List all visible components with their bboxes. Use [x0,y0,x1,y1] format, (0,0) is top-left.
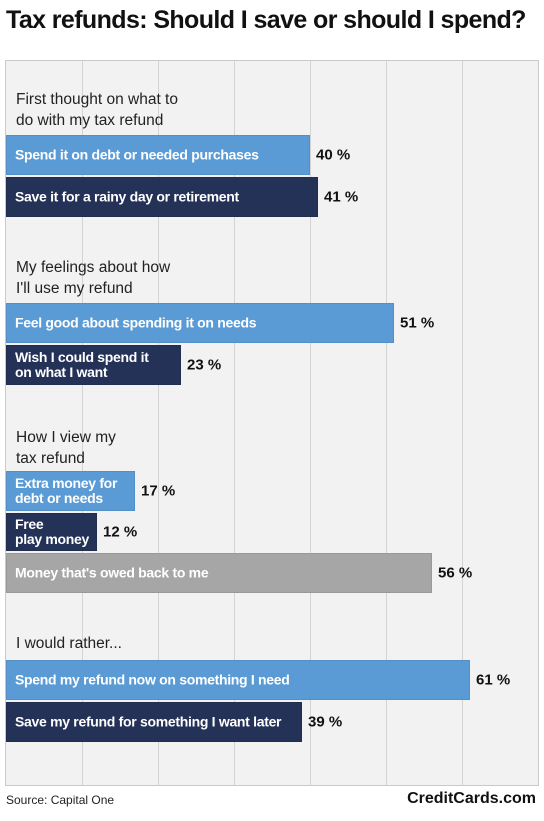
bar-label: Spend my refund now on something I need [15,671,290,688]
bar: Spend it on debt or needed purchases [6,135,310,175]
bar-value-label: 39 % [308,713,343,731]
bar-label: Feel good about spending it on needs [15,314,257,331]
bar: Wish I could spend it on what I want [6,345,181,385]
bar-value-label: 61 % [476,671,511,689]
bar-label: Free play money [15,516,90,547]
gridline [234,61,235,785]
bar: Free play money [6,513,97,551]
bar-value-label: 56 % [438,564,473,582]
bar-label: Save my refund for something I want late… [15,713,282,730]
bar-value-label: 17 % [141,482,176,500]
brand-logo-text: CreditCards.com [407,790,536,807]
bar: Save it for a rainy day or retirement [6,177,318,217]
bar-value-label: 40 % [316,146,351,164]
group-label: I would rather... [16,635,122,652]
gridline [462,61,463,785]
bar: Save my refund for something I want late… [6,702,302,742]
gridline [310,61,311,785]
gridline [538,61,539,785]
gridline [82,61,83,785]
chart-title: Tax refunds: Should I save or should I s… [6,6,526,34]
bar-value-label: 12 % [103,523,138,541]
group-label: First thought on what to do with my tax … [16,91,178,129]
bar-value-label: 51 % [400,314,435,332]
gridline [158,61,159,785]
group-label: How I view my tax refund [16,429,116,467]
bar: Extra money for debt or needs [6,471,135,511]
bar: Feel good about spending it on needs [6,303,394,343]
bar-label: Extra money for debt or needs [15,475,118,506]
group-label: My feelings about how I'll use my refund [16,259,171,297]
gridline [386,61,387,785]
bar-label: Wish I could spend it on what I want [15,349,149,380]
plot-area: First thought on what to do with my tax … [5,60,539,786]
bar: Spend my refund now on something I need [6,660,470,700]
bar: Money that's owed back to me [6,553,432,593]
bar-label: Spend it on debt or needed purchases [15,146,259,163]
source-note: Source: Capital One [6,793,115,807]
bar-value-label: 41 % [324,188,359,206]
bar-value-label: 23 % [187,356,222,374]
bar-label: Save it for a rainy day or retirement [15,188,239,205]
bar-label: Money that's owed back to me [15,564,209,581]
